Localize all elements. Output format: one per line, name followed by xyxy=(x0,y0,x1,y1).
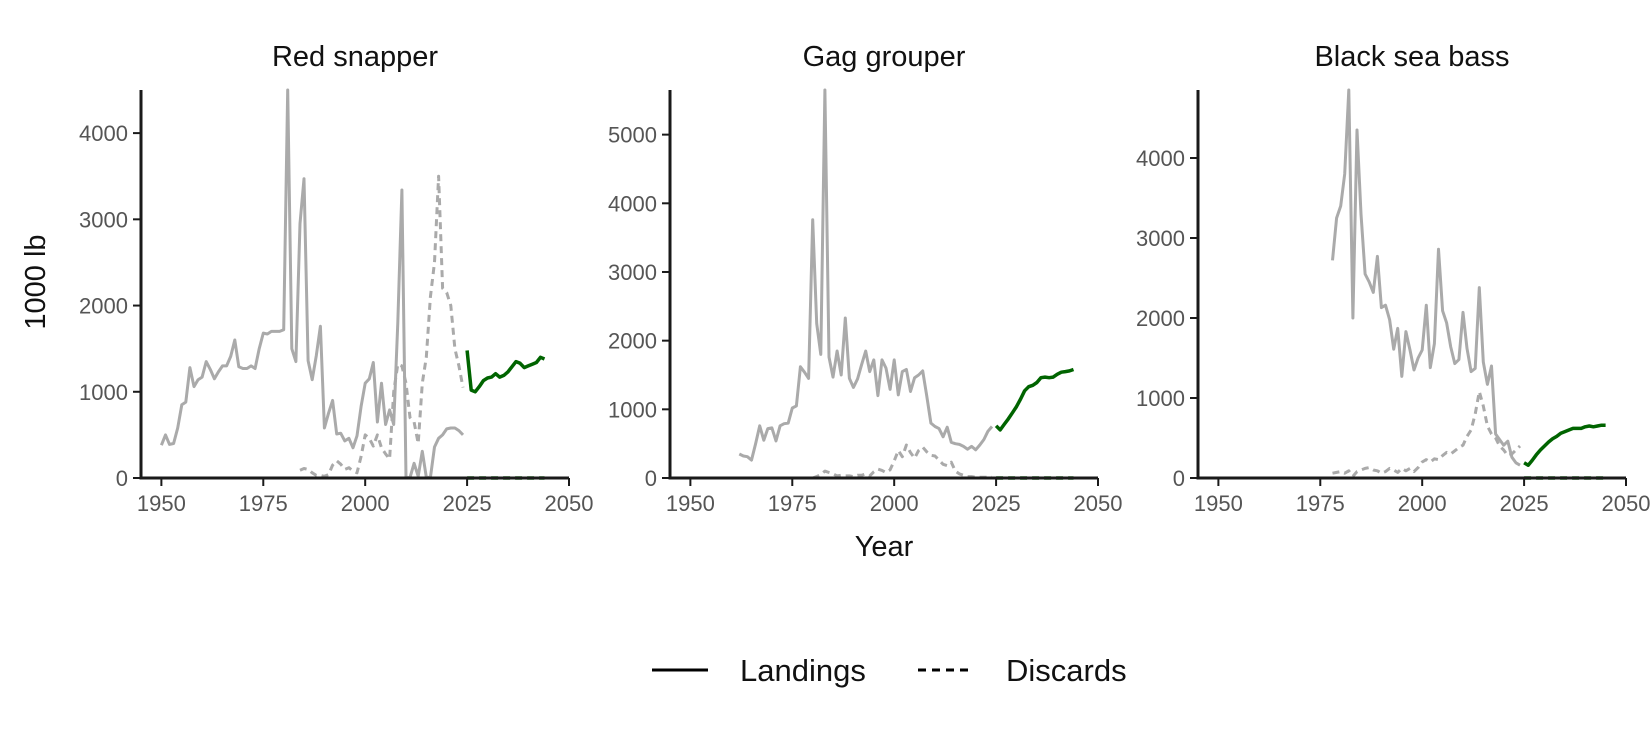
y-tick-label-red-snapper: 1000 xyxy=(79,380,128,405)
x-axis-label: Year xyxy=(855,531,914,563)
x-tick-label-red-snapper: 1975 xyxy=(239,491,288,516)
y-tick-label-gag-grouper: 5000 xyxy=(608,123,657,148)
x-tick-label-gag-grouper: 2050 xyxy=(1074,491,1123,516)
panel-gag-grouper: Gag grouper 0 1000 2000 3000 4000 5000 1950 1975… xyxy=(608,41,1122,516)
series-historical-landings-black-sea-bass xyxy=(1331,88,1521,467)
legend: Landings Discards xyxy=(652,653,1127,688)
x-tick-label-gag-grouper: 2000 xyxy=(870,491,919,516)
panel-black-sea-bass: Black sea bass 0 1000 2000 3000 4000 1950 1975 2… xyxy=(1136,41,1650,516)
y-tick-label-black-sea-bass: 2000 xyxy=(1136,306,1185,331)
panel-red-snapper: Red snapper 0 1000 2000 3000 4000 1950 1975 2000… xyxy=(79,41,593,516)
y-tick-label-gag-grouper: 0 xyxy=(645,466,657,491)
x-tick-label-black-sea-bass: 2025 xyxy=(1500,491,1549,516)
x-tick-label-gag-grouper: 2025 xyxy=(972,491,1021,516)
y-tick-label-black-sea-bass: 1000 xyxy=(1136,386,1185,411)
x-tick-label-black-sea-bass: 1975 xyxy=(1296,491,1345,516)
y-tick-label-gag-grouper: 3000 xyxy=(608,260,657,285)
series-projected-landings-black-sea-bass xyxy=(1523,423,1606,467)
y-tick-label-red-snapper: 3000 xyxy=(79,207,128,232)
panel-title-gag-grouper: Gag grouper xyxy=(803,41,966,73)
x-tick-label-gag-grouper: 1950 xyxy=(666,491,715,516)
x-tick-label-red-snapper: 2050 xyxy=(545,491,594,516)
x-tick-label-red-snapper: 1950 xyxy=(137,491,186,516)
legend-landings-label: Landings xyxy=(740,653,866,688)
series-historical-landings-red-snapper xyxy=(160,88,465,480)
y-tick-label-black-sea-bass: 3000 xyxy=(1136,226,1185,251)
x-tick-label-black-sea-bass: 2000 xyxy=(1398,491,1447,516)
series-historical-discards-gag-grouper xyxy=(812,443,992,480)
y-tick-label-gag-grouper: 2000 xyxy=(608,329,657,354)
panel-title-red-snapper: Red snapper xyxy=(272,41,438,73)
x-tick-label-gag-grouper: 1975 xyxy=(768,491,817,516)
x-tick-label-red-snapper: 2000 xyxy=(341,491,390,516)
y-tick-label-red-snapper: 4000 xyxy=(79,121,128,146)
series-historical-discards-red-snapper xyxy=(299,174,465,478)
series-historical-discards-black-sea-bass xyxy=(1332,390,1522,478)
y-tick-label-black-sea-bass: 0 xyxy=(1173,466,1185,491)
series-projected-landings-red-snapper xyxy=(465,350,546,394)
y-axis-label: 1000 lb xyxy=(20,234,52,329)
y-tick-label-red-snapper: 2000 xyxy=(79,294,128,319)
y-tick-label-red-snapper: 0 xyxy=(116,466,128,491)
panel-title-black-sea-bass: Black sea bass xyxy=(1314,41,1509,73)
legend-discards-label: Discards xyxy=(1006,653,1127,688)
panels: Red snapper 0 1000 2000 3000 4000 1950 1975 2000… xyxy=(79,41,1650,516)
x-tick-label-red-snapper: 2025 xyxy=(443,491,492,516)
y-tick-label-gag-grouper: 1000 xyxy=(608,397,657,422)
x-tick-label-black-sea-bass: 1950 xyxy=(1194,491,1243,516)
y-tick-label-black-sea-bass: 4000 xyxy=(1136,146,1185,171)
series-historical-landings-gag-grouper xyxy=(738,88,994,462)
y-tick-label-gag-grouper: 4000 xyxy=(608,191,657,216)
x-tick-label-black-sea-bass: 2050 xyxy=(1602,491,1650,516)
series-projected-landings-gag-grouper xyxy=(994,367,1075,432)
